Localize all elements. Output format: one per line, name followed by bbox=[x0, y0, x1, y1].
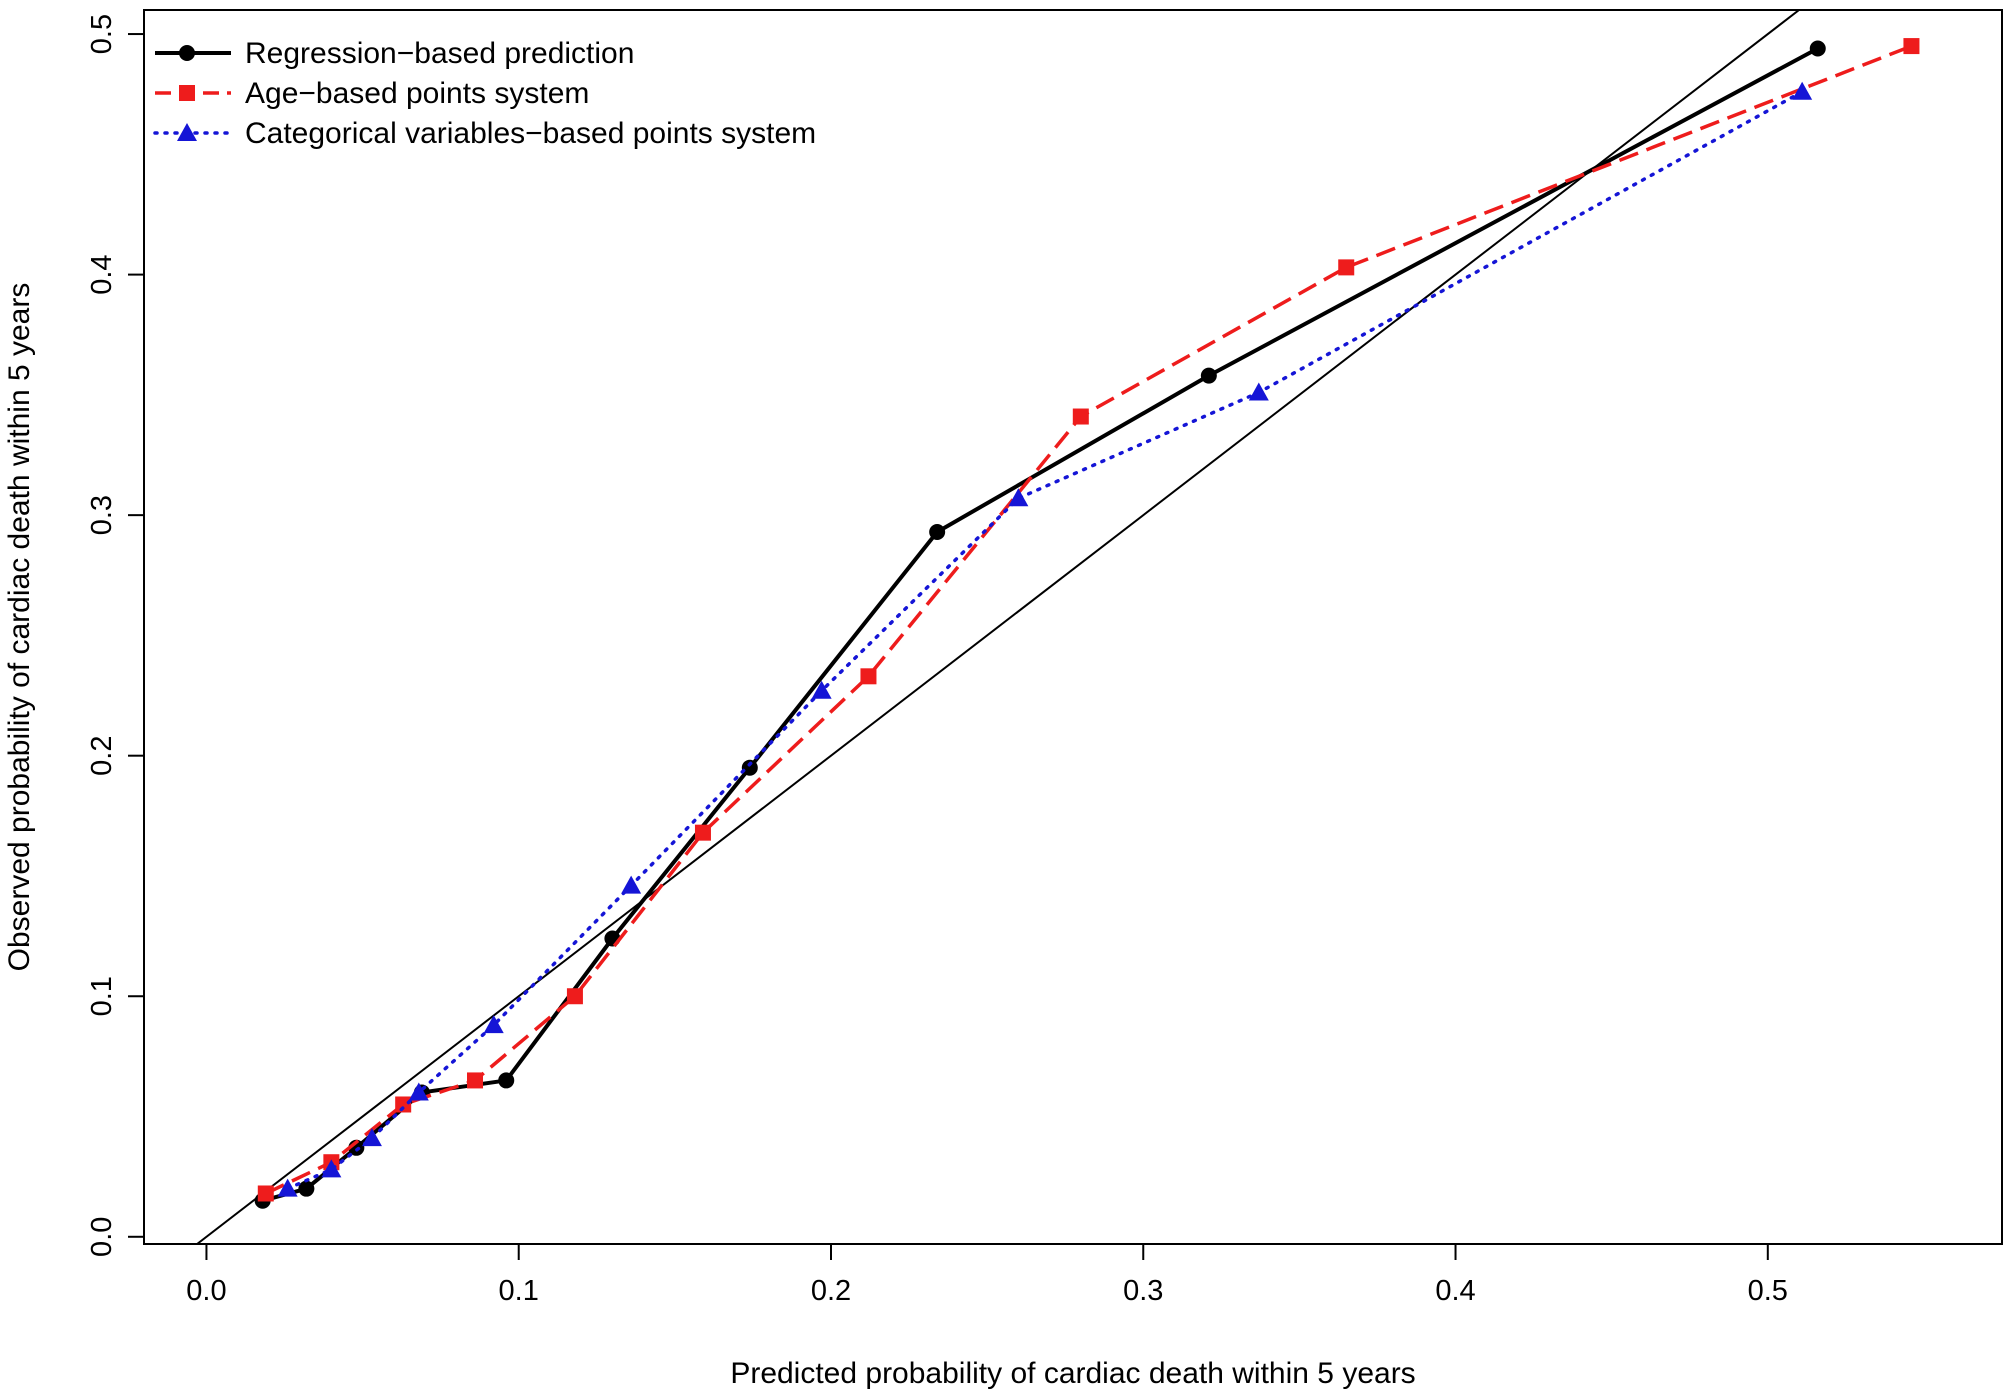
y-axis: 0.0 0.1 0.2 0.3 0.4 0.5 bbox=[86, 14, 145, 1257]
triangle-marker bbox=[1248, 382, 1269, 401]
circle-marker bbox=[929, 523, 946, 540]
legend-circle-marker bbox=[179, 45, 195, 61]
legend-triangle-marker bbox=[177, 123, 197, 141]
y-tick-label: 0.4 bbox=[86, 254, 118, 294]
plot-frame bbox=[143, 9, 2003, 1245]
x-axis-label: Predicted probability of cardiac death w… bbox=[730, 1357, 1415, 1390]
square-marker bbox=[694, 824, 711, 841]
square-marker bbox=[257, 1185, 274, 1202]
circle-marker bbox=[741, 759, 758, 776]
x-tick-label: 0.5 bbox=[1748, 1275, 1788, 1307]
square-marker bbox=[860, 668, 877, 685]
x-axis: 0.0 0.1 0.2 0.3 0.4 0.5 bbox=[186, 1243, 1788, 1307]
triangle-marker bbox=[277, 1178, 298, 1197]
square-marker bbox=[467, 1072, 484, 1089]
series-line bbox=[285, 90, 1804, 1191]
triangle-marker bbox=[483, 1015, 504, 1034]
reference-layer bbox=[196, 10, 1800, 1244]
circle-marker bbox=[498, 1072, 515, 1089]
y-axis-label: Observed probability of cardiac death wi… bbox=[3, 283, 36, 972]
legend-item: Age−based points system bbox=[155, 77, 589, 110]
series-2 bbox=[257, 38, 1920, 1202]
square-marker bbox=[395, 1096, 412, 1113]
y-tick-label: 0.3 bbox=[86, 495, 118, 535]
circle-marker bbox=[298, 1180, 315, 1197]
series-layer bbox=[254, 38, 1920, 1209]
circle-marker bbox=[1200, 367, 1217, 384]
series-1 bbox=[254, 40, 1826, 1209]
y-tick-label: 0.1 bbox=[86, 976, 118, 1016]
triangle-marker bbox=[811, 680, 832, 699]
legend-label: Regression−based prediction bbox=[245, 37, 634, 70]
triangle-marker bbox=[408, 1082, 429, 1101]
square-marker bbox=[566, 988, 583, 1005]
legend-label: Categorical variables−based points syste… bbox=[245, 117, 816, 150]
legend-item: Categorical variables−based points syste… bbox=[153, 117, 816, 150]
y-tick-label: 0.2 bbox=[86, 736, 118, 776]
square-marker bbox=[1072, 408, 1089, 425]
triangle-marker bbox=[621, 875, 642, 894]
legend-label: Age−based points system bbox=[245, 77, 589, 110]
triangle-marker bbox=[321, 1159, 342, 1178]
legend-square-marker bbox=[179, 85, 195, 101]
y-tick-label: 0.0 bbox=[86, 1217, 118, 1257]
x-tick-label: 0.3 bbox=[1123, 1275, 1163, 1307]
series-3 bbox=[277, 81, 1813, 1197]
series-line bbox=[265, 44, 1913, 1196]
square-marker bbox=[1338, 259, 1355, 276]
x-tick-label: 0.1 bbox=[499, 1275, 539, 1307]
x-tick-label: 0.4 bbox=[1435, 1275, 1475, 1307]
x-tick-label: 0.0 bbox=[186, 1275, 226, 1307]
reference-diagonal-line bbox=[196, 10, 1800, 1244]
triangle-marker bbox=[361, 1128, 382, 1147]
y-tick-label: 0.5 bbox=[86, 14, 118, 54]
legend-item: Regression−based prediction bbox=[155, 37, 634, 70]
legend: Regression−based prediction Age−based poi… bbox=[153, 37, 816, 150]
square-marker bbox=[1903, 38, 1920, 55]
triangle-marker bbox=[1008, 488, 1029, 507]
x-tick-label: 0.2 bbox=[811, 1275, 851, 1307]
triangle-marker bbox=[1792, 81, 1813, 100]
circle-marker bbox=[1809, 40, 1826, 57]
